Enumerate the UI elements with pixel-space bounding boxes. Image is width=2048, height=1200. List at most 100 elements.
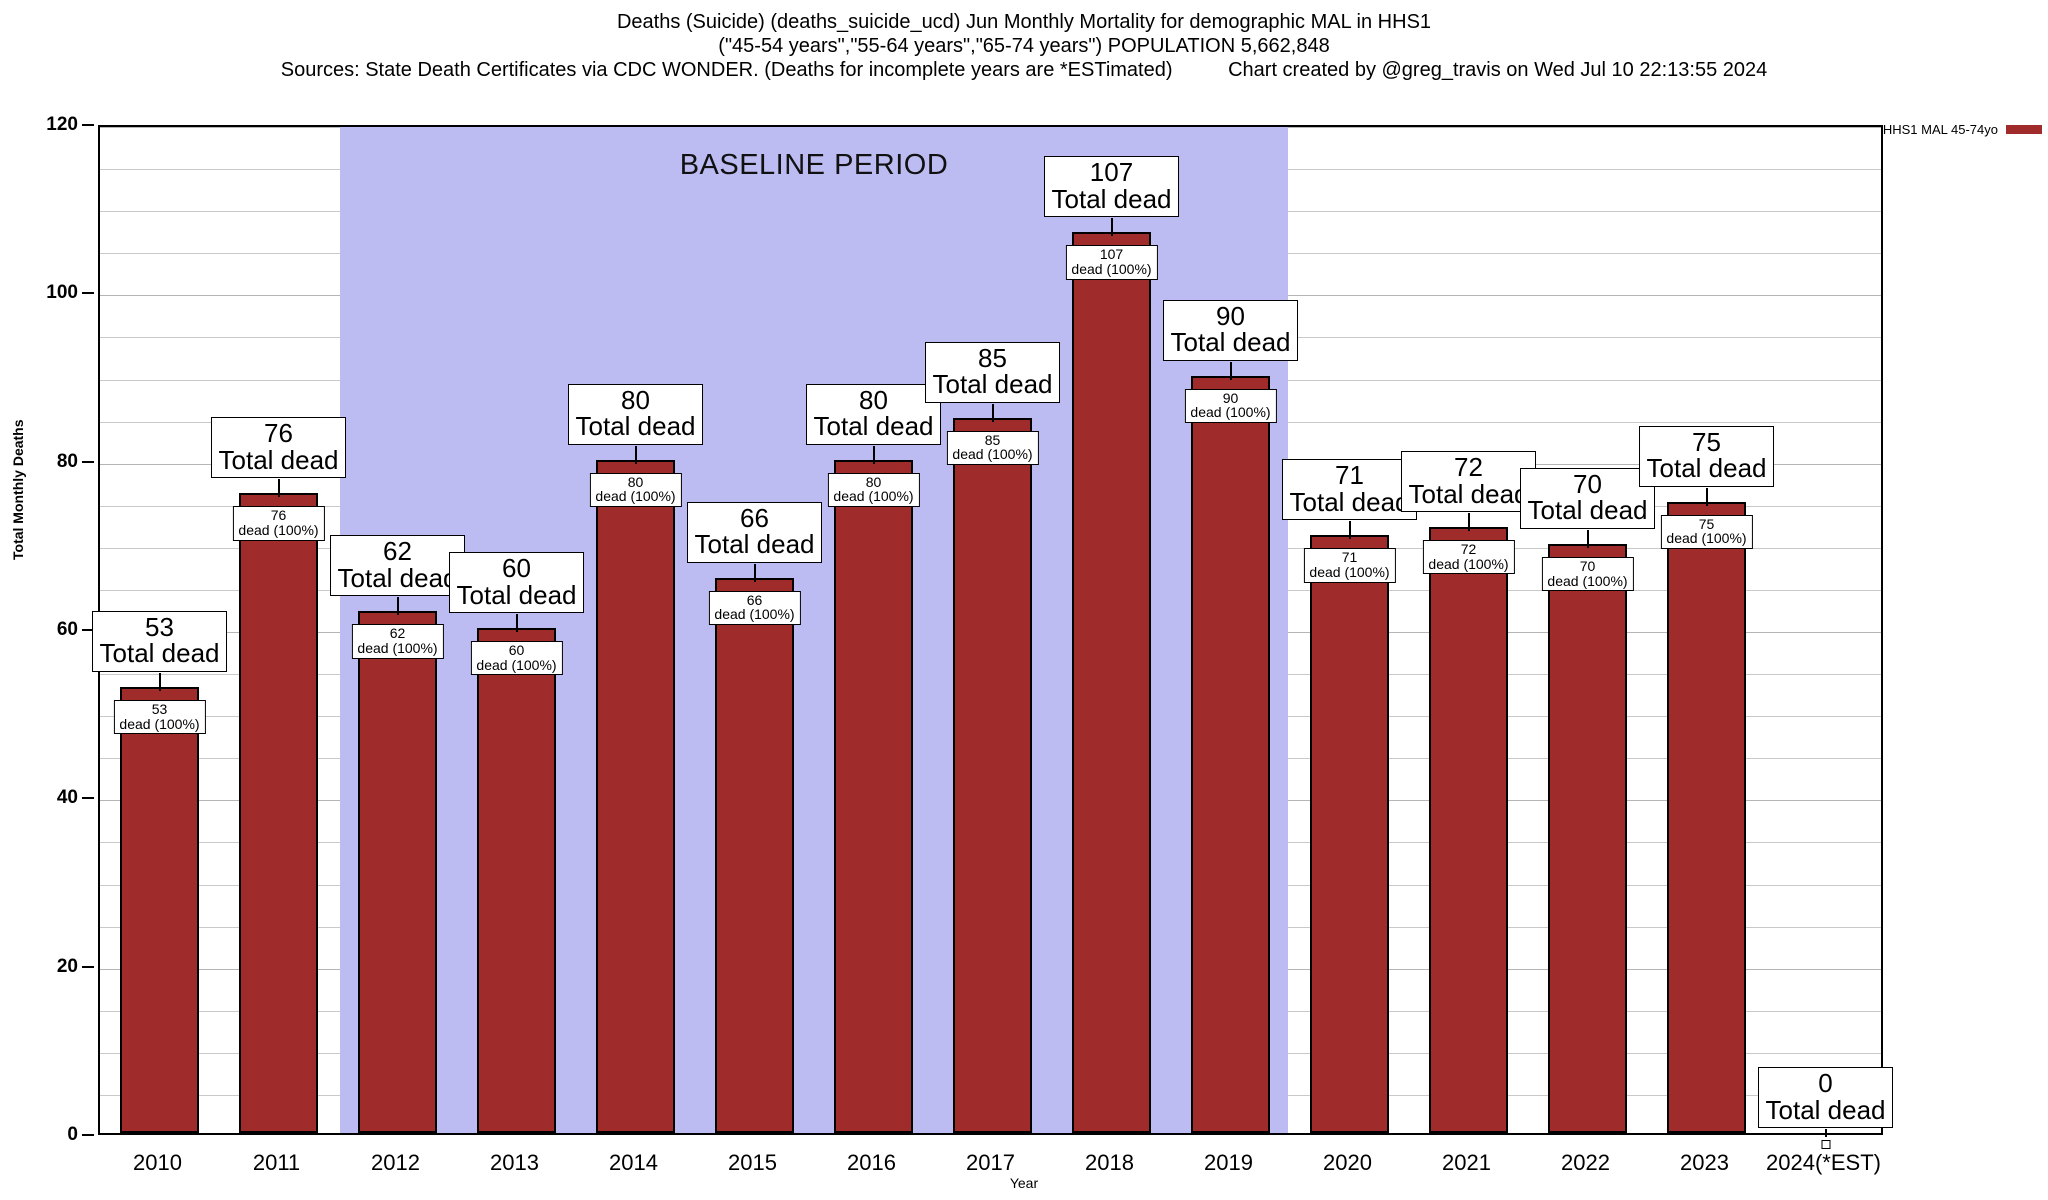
bar-inner-label-2019: 90 dead (100%) xyxy=(1184,388,1277,423)
bar-inner-label-2016: 80 dead (100%) xyxy=(827,472,920,508)
bar-total-value: 75 xyxy=(1692,426,1721,457)
bar-inner-label-2014: 80 dead (100%) xyxy=(589,472,682,508)
bar-inner-label-2017: 85 dead (100%) xyxy=(946,430,1039,465)
bar-inner-label-2011: 76 dead (100%) xyxy=(232,506,325,541)
bar-2020[interactable] xyxy=(1310,535,1389,1133)
x-axis-tick-labels: 2010 2011 2012 2013 2014 2015 2016 2017 2018 2019… xyxy=(98,1150,1883,1190)
bar-inner-text: dead (100%) xyxy=(357,639,438,656)
bar-2015[interactable] xyxy=(715,577,794,1133)
bar-total-callout-2013: 60 Total dead xyxy=(448,552,585,614)
callout-connector xyxy=(396,597,399,616)
callout-connector xyxy=(1348,521,1351,540)
x-axis-tick-label-2017: 2017 xyxy=(966,1150,1015,1175)
legend-color-swatch xyxy=(2006,125,2042,134)
callout-connector xyxy=(991,403,994,422)
x-axis-tick-label-2013: 2013 xyxy=(490,1150,539,1175)
y-axis-tick-mark xyxy=(82,797,94,800)
bar-inner-value: 85 xyxy=(984,431,1001,448)
bar-inner-value: 60 xyxy=(508,642,525,658)
bar-2014[interactable] xyxy=(596,459,675,1133)
bar-total-value: 71 xyxy=(1335,460,1364,491)
bar-inner-value: 71 xyxy=(1341,549,1358,566)
bar-2017[interactable] xyxy=(953,417,1032,1133)
y-axis-tick-label: 60 xyxy=(56,619,78,640)
bar-total-callout-2016: 80 Total dead xyxy=(805,383,942,445)
x-axis-tick-label-2021: 2021 xyxy=(1442,1150,1491,1175)
x-axis-tick-label-2011: 2011 xyxy=(252,1150,301,1175)
chart-sources-line: Sources: State Death Certificates via CD… xyxy=(280,59,1768,81)
callout-connector xyxy=(1467,513,1470,531)
bar-total-text: Total dead xyxy=(1527,495,1648,526)
bar-total-value: 76 xyxy=(264,418,293,449)
bar-total-value: 70 xyxy=(1573,468,1602,499)
callout-connector xyxy=(515,614,518,632)
callout-connector xyxy=(1586,529,1589,548)
bar-2022[interactable] xyxy=(1548,543,1627,1133)
bar-total-callout-2011: 76 Total dead xyxy=(210,417,347,479)
bar-total-text: Total dead xyxy=(1289,486,1410,517)
callout-connector xyxy=(1110,218,1113,237)
y-axis-tick-label: 80 xyxy=(56,450,78,472)
bar-total-callout-2015: 66 Total dead xyxy=(686,501,823,563)
bar-total-callout-2012: 62 Total dead xyxy=(329,535,466,597)
callout-connector xyxy=(1229,361,1232,380)
bar-total-value: 66 xyxy=(740,502,769,533)
bar-total-value: 85 xyxy=(978,342,1007,373)
bar-inner-value: 80 xyxy=(865,473,882,490)
bar-2016[interactable] xyxy=(834,459,913,1133)
bar-total-value: 53 xyxy=(145,611,174,642)
callout-connector xyxy=(158,672,161,691)
callout-connector xyxy=(277,479,280,498)
zero-value-marker-2024(*EST)[interactable] xyxy=(1821,1140,1830,1149)
bar-2012[interactable] xyxy=(358,611,437,1133)
x-axis-tick-label-2020: 2020 xyxy=(1323,1150,1372,1175)
bar-inner-value: 80 xyxy=(627,473,644,490)
x-axis-tick-label-2022: 2022 xyxy=(1561,1150,1610,1175)
bar-total-text: Total dead xyxy=(99,638,220,669)
bar-inner-value: 66 xyxy=(746,591,763,608)
plot-area: BASELINE PERIOD 53 dead (100%) 53 Total dea… xyxy=(91,125,1894,1149)
bar-inner-label-2010: 53 dead (100%) xyxy=(113,699,206,735)
y-axis-tick-mark xyxy=(82,1134,94,1136)
bar-2021[interactable] xyxy=(1429,527,1508,1133)
bar-inner-text: dead (100%) xyxy=(1071,261,1152,278)
callout-connector xyxy=(872,445,875,464)
x-axis-tick-label-2024(*EST): 2024(*EST) xyxy=(1766,1150,1881,1175)
bar-total-callout-2014: 80 Total dead xyxy=(567,383,704,445)
bar-total-text: Total dead xyxy=(932,369,1053,400)
bar-inner-text: dead (100%) xyxy=(1309,564,1390,581)
bar-inner-label-2020: 71 dead (100%) xyxy=(1303,548,1396,583)
x-axis-tick-label-2015: 2015 xyxy=(728,1150,777,1175)
chart-legend: HHS1 MAL 45-74yo xyxy=(1883,122,2042,137)
bar-inner-label-2015: 66 dead (100%) xyxy=(708,590,801,625)
bar-total-value: 0 xyxy=(1818,1068,1833,1098)
bar-total-value: 80 xyxy=(621,384,650,415)
bar-inner-label-2013: 60 dead (100%) xyxy=(470,641,563,676)
bar-total-callout-2018: 107 Total dead xyxy=(1043,156,1180,218)
bar-inner-value: 62 xyxy=(389,625,406,642)
bar-inner-text: dead (100%) xyxy=(595,488,676,505)
bar-total-callout-2022: 70 Total dead xyxy=(1519,467,1656,529)
bar-inner-text: dead (100%) xyxy=(1428,555,1509,572)
y-axis-tick-mark xyxy=(82,965,94,968)
bar-total-value: 80 xyxy=(859,384,888,415)
bar-total-text: Total dead xyxy=(337,562,458,593)
y-axis-tick-mark xyxy=(82,460,94,463)
y-axis-tick-label: 120 xyxy=(46,114,78,135)
bar-2018[interactable] xyxy=(1072,232,1151,1133)
bar-2019[interactable] xyxy=(1191,375,1270,1133)
bar-total-text: Total dead xyxy=(1051,183,1172,214)
x-axis-title: Year xyxy=(1009,1175,1039,1191)
bar-total-callout-2017: 85 Total dead xyxy=(924,341,1061,403)
chart-title-block: Deaths (Suicide) (deaths_suicide_ucd) Ju… xyxy=(0,10,2048,82)
bar-2011[interactable] xyxy=(239,493,318,1133)
x-axis-tick-label-2019: 2019 xyxy=(1204,1150,1253,1175)
chart-title-line-1: Deaths (Suicide) (deaths_suicide_ucd) Ju… xyxy=(616,11,1432,33)
bar-inner-value: 107 xyxy=(1099,246,1124,263)
bar-total-text: Total dead xyxy=(218,444,339,475)
bar-inner-value: 53 xyxy=(151,700,168,717)
bar-2023[interactable] xyxy=(1667,501,1746,1133)
callout-connector xyxy=(634,445,637,464)
bar-inner-label-2018: 107 dead (100%) xyxy=(1065,245,1158,280)
bar-inner-text: dead (100%) xyxy=(119,715,200,732)
